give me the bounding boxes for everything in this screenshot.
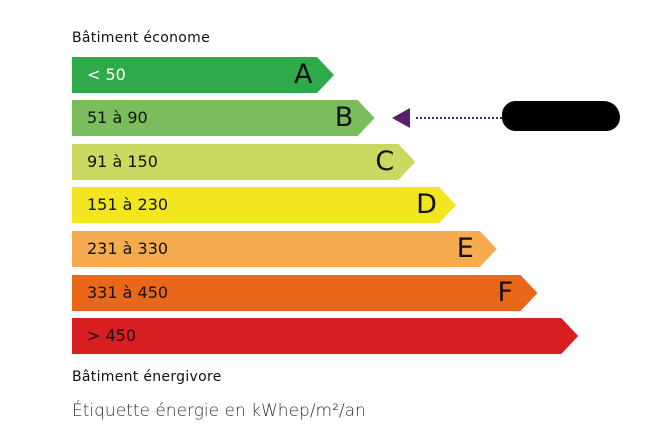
- bar-range-label: < 50: [87, 65, 126, 84]
- energy-class-bar-e: 231 à 330 E: [72, 231, 497, 267]
- bar-shape: [72, 187, 456, 223]
- bar-class-letter: B: [334, 102, 354, 133]
- bar-range-label: 91 à 150: [87, 152, 158, 171]
- bar-shape: [72, 231, 497, 267]
- bar-shape: [72, 275, 538, 311]
- bar-class-letter: A: [294, 59, 313, 90]
- bar-range-label: > 450: [87, 326, 137, 345]
- bar-class-letter: C: [375, 146, 395, 177]
- energy-class-bar-b: 51 à 90 B: [72, 100, 375, 136]
- bar-range-label: 51 à 90: [87, 108, 148, 127]
- energy-class-bar-c: 91 à 150 C: [72, 144, 415, 180]
- top-caption: Bâtiment économe: [72, 30, 210, 46]
- energy-class-bar-a: < 50 A: [72, 57, 334, 93]
- bar-class-letter: E: [456, 233, 474, 264]
- bar-range-label: 231 à 330: [87, 239, 169, 258]
- arrow-left-icon: [392, 108, 410, 128]
- bar-shape: [72, 144, 415, 180]
- bar-shape: [72, 57, 334, 93]
- dotted-leader-line: [416, 117, 502, 119]
- bar-shape: [72, 318, 578, 354]
- bar-shape: [72, 100, 375, 136]
- bottom-caption: Bâtiment énergivore: [72, 369, 222, 385]
- energy-class-bar-f: 331 à 450 F: [72, 275, 538, 311]
- energy-class-bar-g: > 450: [72, 318, 578, 354]
- unit-label: Étiquette énergie en kWhep/m²/an: [72, 401, 366, 421]
- bar-range-label: 331 à 450: [87, 283, 169, 302]
- bar-class-letter: F: [497, 277, 514, 308]
- energy-class-bar-d: 151 à 230 D: [72, 187, 456, 223]
- bar-class-letter: D: [416, 189, 437, 220]
- redacted-value: [502, 101, 620, 131]
- bar-range-label: 151 à 230: [87, 195, 169, 214]
